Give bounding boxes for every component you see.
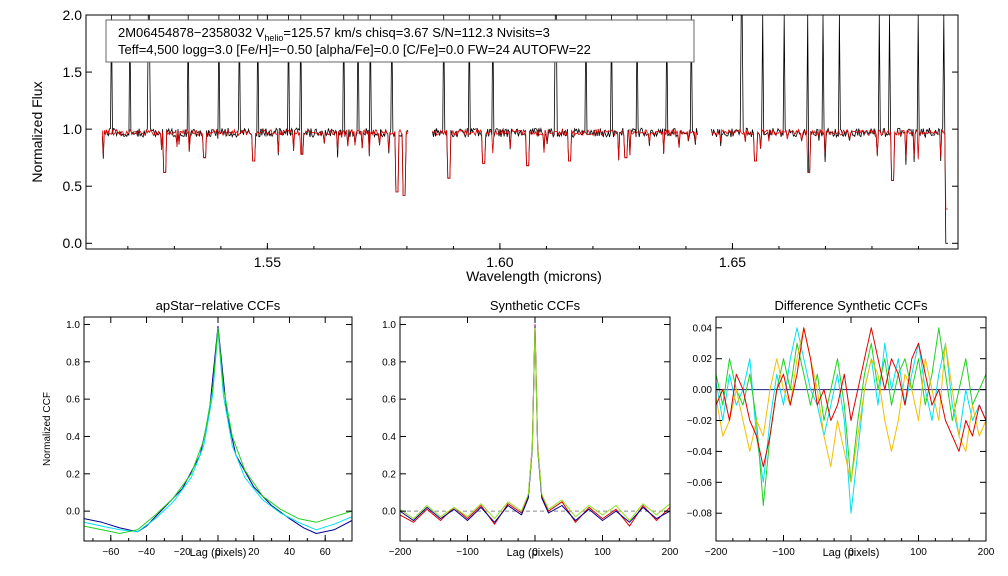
header-line1-suffix: =125.57 km/s chisq=3.67 S/N=112.3 Nvisit… [283, 25, 549, 40]
ccf2-series-2 [399, 325, 671, 523]
xtick-label: −20 [174, 547, 191, 558]
ytick-label: 0.2 [382, 469, 396, 480]
xtick-label: 1.55 [254, 254, 281, 270]
ccf3-series-2 [715, 327, 987, 514]
xtick-label: 40 [284, 547, 296, 558]
ccf1-series-3 [83, 327, 353, 534]
spectrum-frame [85, 14, 959, 250]
ytick-label: 0.5 [63, 178, 83, 194]
ytick-label: −0.02 [687, 416, 713, 427]
spectrum-model-chip-3 [711, 128, 948, 210]
ccf3-plot-area [715, 327, 987, 514]
xtick-label: −200 [389, 547, 412, 558]
ccf3-series-5 [715, 327, 987, 468]
spectrum-plot-area [101, 14, 948, 244]
ccf2-frame [399, 316, 671, 542]
xtick-label: 0 [848, 547, 854, 558]
ccf1-xlabel: Lag (pixels) [190, 547, 247, 559]
xtick-label: 200 [978, 547, 995, 558]
ytick-label: 0.0 [63, 235, 83, 251]
spectrum-ylabel: Normalized Flux [29, 81, 45, 182]
ccf-panel-apstar: apStar−relative CCFs −60 −40 −20 0 20 40 60 0.0… [42, 298, 353, 559]
header-line1-prefix: 2M06454878−2358032 V [118, 25, 265, 40]
ytick-label: 1.0 [66, 320, 80, 331]
ytick-label: 0.00 [693, 385, 713, 396]
spectrum-panel: 1.55 1.60 1.65 0.0 0.5 1.0 1.5 2.0 Wavelength (… [29, 7, 959, 284]
spectrum-observed-chip-3 [711, 14, 948, 244]
ccf1-plot-area [83, 325, 353, 534]
ytick-label: 1.0 [382, 320, 396, 331]
xtick-label: 100 [910, 547, 927, 558]
ytick-label: 0.8 [382, 357, 396, 368]
ccf2-xlabel: Lag (pixels) [507, 547, 564, 559]
ytick-label: 1.0 [63, 121, 83, 137]
ytick-label: 0.2 [66, 469, 80, 480]
xtick-label: −200 [705, 547, 728, 558]
ccf2-ticks: −200 −100 0 100 200 0.0 0.2 0.4 0.6 0.8 1.0 [382, 317, 679, 558]
xtick-label: −40 [138, 547, 155, 558]
ccf2-title: Synthetic CCFs [490, 298, 581, 313]
xtick-label: 100 [594, 547, 611, 558]
ccf-panel-synthetic: Synthetic CCFs −200 −100 0 100 200 0.0 0.2 0.4 0… [382, 298, 679, 559]
xtick-label: 0 [215, 547, 221, 558]
ytick-label: 0.6 [382, 395, 396, 406]
xtick-label: −60 [102, 547, 119, 558]
ytick-label: 0.4 [382, 432, 396, 443]
ytick-label: −0.08 [687, 509, 713, 520]
ccf2-series-3 [399, 327, 671, 521]
ccf-panel-difference: Difference Synthetic CCFs −200 −100 0 100 20… [687, 298, 995, 559]
ccf3-ticks: −200 −100 0 100 200 0.04 0.02 0.00 −0.02 −0.04 −0.… [687, 317, 995, 558]
ccf1-title: apStar−relative CCFs [156, 298, 281, 313]
ytick-label: 0.0 [382, 507, 396, 518]
xtick-label: 1.65 [719, 254, 746, 270]
xtick-label: 1.60 [486, 254, 513, 270]
ccf3-series-4 [715, 327, 987, 483]
header-line2: Teff=4,500 logg=3.0 [Fe/H]=−0.50 [alpha/… [118, 42, 591, 57]
xtick-label: 0 [532, 547, 538, 558]
ytick-label: 0.4 [66, 432, 80, 443]
header-box [105, 19, 695, 63]
ccf2-plot-area [399, 324, 671, 527]
ytick-label: 0.8 [66, 357, 80, 368]
ccf3-title: Difference Synthetic CCFs [775, 298, 928, 313]
ccf2-series-1 [399, 324, 671, 527]
ccf1-ylabel: Normalized CCF [42, 392, 53, 466]
ytick-label: −0.04 [687, 447, 713, 458]
spectrum-ticks: 1.55 1.60 1.65 0.0 0.5 1.0 1.5 2.0 [63, 7, 958, 270]
header-line1: 2M06454878−2358032 Vhelio=125.57 km/s ch… [118, 25, 550, 43]
ytick-label: 0.6 [66, 395, 80, 406]
xtick-label: 200 [662, 547, 679, 558]
xtick-label: −100 [456, 547, 479, 558]
ccf1-frame [83, 316, 353, 542]
ytick-label: 0.02 [693, 354, 713, 365]
ccf1-ticks: −60 −40 −20 0 20 40 60 0.0 0.2 0.4 0.6 0.8 1.0 [66, 317, 352, 558]
spectrum-xlabel: Wavelength (microns) [466, 268, 602, 284]
spectrum-model-chip-2 [432, 128, 698, 179]
xtick-label: 20 [248, 547, 260, 558]
ytick-label: 1.5 [63, 64, 83, 80]
spectrum-model-chip-1 [101, 128, 409, 196]
ytick-label: 0.04 [693, 323, 713, 334]
xtick-label: 60 [320, 547, 332, 558]
ccf3-series-3 [715, 327, 987, 506]
ytick-label: 0.0 [66, 507, 80, 518]
ytick-label: −0.06 [687, 478, 713, 489]
ytick-label: 2.0 [63, 7, 83, 23]
header-line1-sub: helio [264, 33, 283, 43]
ccf1-series-1 [83, 325, 353, 534]
ccf3-xlabel: Lag (pixels) [823, 547, 880, 559]
xtick-label: −100 [772, 547, 795, 558]
ccf1-series-2 [83, 329, 353, 533]
